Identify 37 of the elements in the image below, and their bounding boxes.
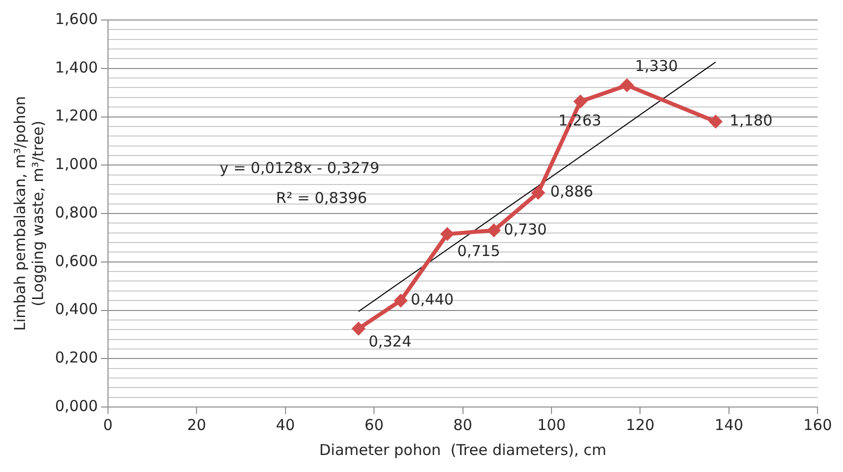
y-tick-label: 1,400 [54,58,98,76]
point [440,227,454,242]
data-label: 0,715 [457,242,500,260]
y-tick-label: 0,000 [54,396,98,415]
y-tick-label: 0,600 [54,252,98,270]
x-tick-label: 100 [537,416,566,434]
point [394,294,408,308]
y-tick-label: 1,600 [54,10,98,28]
x-tick-label: 0 [103,416,113,434]
x-tick-label: 80 [453,416,472,434]
point [531,186,546,200]
annotation: R² = 0,8396 [276,188,368,207]
x-axis-title: Diameter pohon (Tree diameters), cm [319,440,606,459]
data-label: 1,180 [730,111,773,130]
point [620,78,634,92]
data-label: 0,886 [550,182,594,201]
y-tick-label: 0,800 [54,203,98,222]
data-label: 0,324 [368,332,412,351]
y-tick-label: 1,000 [54,155,98,174]
data-label: 1,330 [634,57,678,76]
y-axis-title: Limbah pembalakan, m³/pohon (Logging waste, m³/tree) [10,96,47,331]
y-tick-label: 0,400 [54,300,98,318]
x-tick-label: 60 [364,416,384,434]
point [486,223,501,238]
y-tick-label: 0,200 [54,348,98,367]
data-label: 0,730 [504,220,547,238]
data-label: 0,440 [410,290,454,308]
y-tick-label: 1,200 [54,106,98,125]
x-tick-label: 40 [276,416,295,434]
x-tick-label: 20 [187,416,206,434]
point [352,322,366,336]
x-tick-label: 140 [714,416,744,434]
x-tick-label: 120 [626,416,655,434]
annotation: y = 0,0128x - 0,3279 [220,158,380,177]
x-tick-label: 160 [803,416,832,434]
point [708,114,723,129]
point [573,94,588,109]
